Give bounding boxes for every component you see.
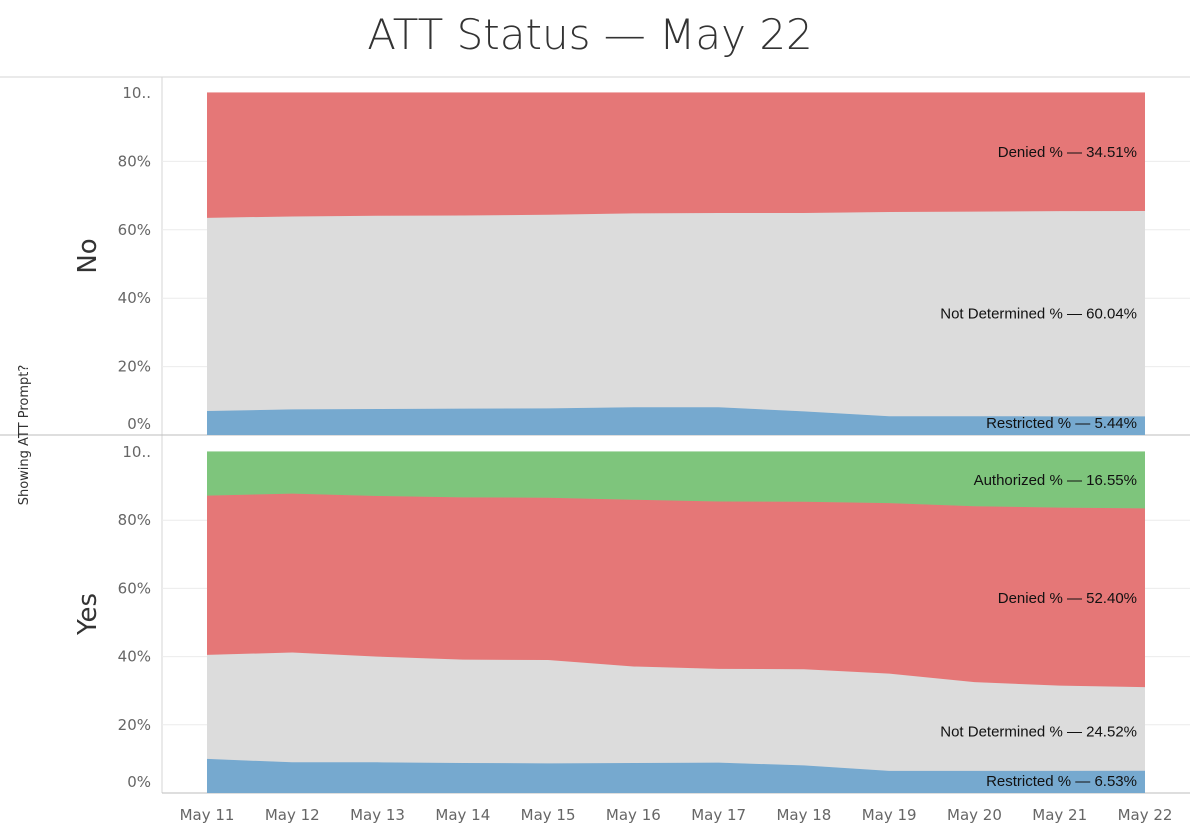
area-no-restricted (207, 407, 1145, 435)
area-yes-authorized (207, 452, 1145, 509)
y-tick-label-no-4: 80% (118, 152, 151, 170)
area-no-denied (207, 93, 1145, 218)
y-tick-label-yes-2: 40% (118, 648, 151, 666)
y-tick-label-no-5: 10.. (122, 84, 151, 102)
x-tick-label-may-12: May 12 (265, 806, 320, 824)
area-label-yes-not-determined: Not Determined % — 24.52% (940, 724, 1137, 741)
y-tick-label-yes-0: 0% (127, 773, 151, 791)
y-tick-label-no-1: 20% (118, 358, 151, 376)
chart-title: ATT Status — May 22 (367, 10, 813, 59)
x-tick-label-may-11: May 11 (180, 806, 235, 824)
area-no-not-determined (207, 211, 1145, 417)
area-yes-not-determined (207, 652, 1145, 771)
area-yes-denied (207, 493, 1145, 688)
y-tick-label-yes-1: 20% (118, 716, 151, 734)
x-tick-label-may-18: May 18 (776, 806, 831, 824)
x-tick-label-may-22: May 22 (1118, 806, 1173, 824)
x-tick-label-may-17: May 17 (691, 806, 746, 824)
area-label-yes-restricted: Restricted % — 6.53% (986, 773, 1137, 790)
y-tick-label-yes-5: 10.. (122, 443, 151, 461)
x-tick-label-may-15: May 15 (521, 806, 576, 824)
area-label-no-denied: Denied % — 34.51% (998, 144, 1137, 161)
x-tick-label-may-14: May 14 (435, 806, 490, 824)
x-tick-label-may-20: May 20 (947, 806, 1002, 824)
y-tick-label-yes-3: 60% (118, 579, 151, 597)
area-label-yes-authorized: Authorized % — 16.55% (974, 472, 1137, 489)
y-tick-label-no-2: 40% (118, 289, 151, 307)
y-tick-label-yes-4: 80% (118, 511, 151, 529)
y-tick-label-no-3: 60% (118, 221, 151, 239)
area-label-no-restricted: Restricted % — 5.44% (986, 415, 1137, 432)
row-label-yes: Yes (73, 593, 103, 636)
x-tick-label-may-13: May 13 (350, 806, 405, 824)
y-axis-title: Showing ATT Prompt? (17, 365, 32, 506)
x-tick-label-may-16: May 16 (606, 806, 661, 824)
area-label-yes-denied: Denied % — 52.40% (998, 590, 1137, 607)
y-tick-label-no-0: 0% (127, 415, 151, 433)
row-label-no: No (73, 238, 103, 273)
area-label-no-not-determined: Not Determined % — 60.04% (940, 306, 1137, 323)
x-tick-label-may-19: May 19 (862, 806, 917, 824)
area-yes-restricted (207, 758, 1145, 793)
x-tick-label-may-21: May 21 (1032, 806, 1087, 824)
